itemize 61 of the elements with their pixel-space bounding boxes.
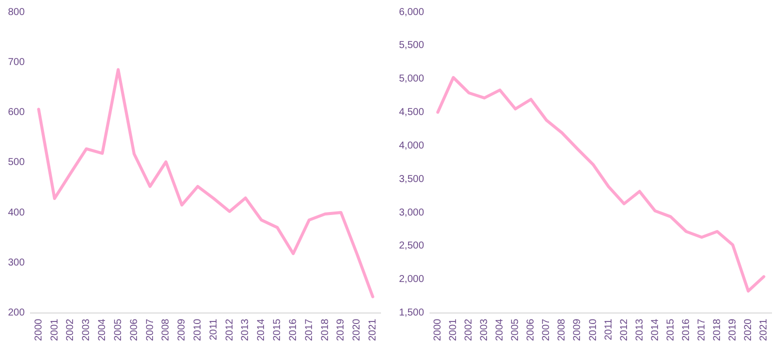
y-tick-label: 5,500 (398, 40, 424, 52)
y-tick-label: 4,000 (398, 140, 424, 152)
x-tick-label: 2011 (603, 318, 614, 340)
x-tick-label: 2003 (81, 318, 92, 342)
x-tick-label: 2019 (727, 318, 738, 342)
y-tick-label: 700 (8, 56, 26, 68)
x-tick-label: 2006 (128, 318, 140, 342)
x-tick-label: 2017 (304, 318, 315, 342)
x-tick-label: 2014 (650, 318, 661, 342)
x-tick-label: 2019 (336, 318, 347, 342)
y-tick-label: 500 (8, 157, 26, 168)
y-tick-label: 200 (8, 308, 26, 319)
x-tick-label: 2004 (494, 318, 506, 342)
x-tick-label: 2003 (479, 318, 490, 342)
x-tick-label: 2018 (320, 318, 331, 342)
x-tick-label: 2012 (618, 318, 630, 342)
y-tick-label: 2,500 (398, 240, 424, 252)
x-tick-label: 2011 (208, 318, 220, 340)
x-tick-label: 2015 (665, 318, 676, 342)
x-tick-label: 2010 (588, 318, 599, 342)
y-tick-label: 2,000 (398, 274, 424, 286)
y-tick-label: 6,000 (398, 6, 424, 18)
x-tick-label: 2008 (160, 318, 172, 342)
y-tick-label: 400 (8, 207, 26, 218)
x-tick-label: 2007 (144, 318, 156, 342)
x-tick-label: 2007 (541, 318, 552, 342)
x-tick-label: 2021 (758, 318, 770, 342)
x-tick-label: 2020 (743, 318, 754, 342)
x-tick-label: 2013 (634, 318, 646, 342)
x-tick-label: 2008 (556, 318, 568, 342)
y-tick-label: 300 (8, 257, 26, 268)
x-tick-label: 2012 (224, 318, 236, 342)
x-tick-label: 2000 (432, 318, 444, 342)
x-tick-label: 2020 (352, 318, 363, 342)
y-tick-label: 1,500 (398, 308, 424, 319)
x-tick-label: 2006 (526, 318, 537, 342)
x-tick-label: 2016 (680, 318, 692, 342)
x-tick-label: 2005 (112, 318, 124, 342)
y-tick-label: 3,000 (398, 207, 424, 218)
x-tick-label: 2014 (256, 318, 268, 342)
y-tick-label: 600 (8, 107, 26, 118)
x-tick-label: 2015 (272, 318, 284, 342)
x-tick-label: 2001 (49, 318, 60, 342)
x-tick-label: 2002 (65, 318, 76, 342)
x-tick-label: 2009 (572, 318, 584, 342)
y-tick-label: 4,500 (398, 107, 424, 118)
x-tick-label: 2000 (33, 318, 44, 342)
x-tick-label: 2004 (97, 318, 108, 342)
y-tick-label: 3,500 (398, 174, 424, 185)
x-tick-label: 2016 (288, 318, 299, 342)
y-tick-label: 5,000 (398, 74, 424, 85)
x-tick-label: 2013 (240, 318, 252, 342)
x-tick-label: 2009 (176, 318, 188, 342)
x-tick-label: 2010 (192, 318, 204, 342)
x-tick-label: 2005 (510, 318, 522, 342)
x-tick-label: 2018 (712, 318, 723, 342)
x-tick-label: 2017 (696, 318, 708, 342)
x-tick-label: 2002 (464, 318, 475, 342)
x-tick-label: 2021 (368, 318, 379, 342)
x-tick-label: 2001 (448, 318, 460, 342)
y-tick-label: 800 (8, 6, 26, 18)
